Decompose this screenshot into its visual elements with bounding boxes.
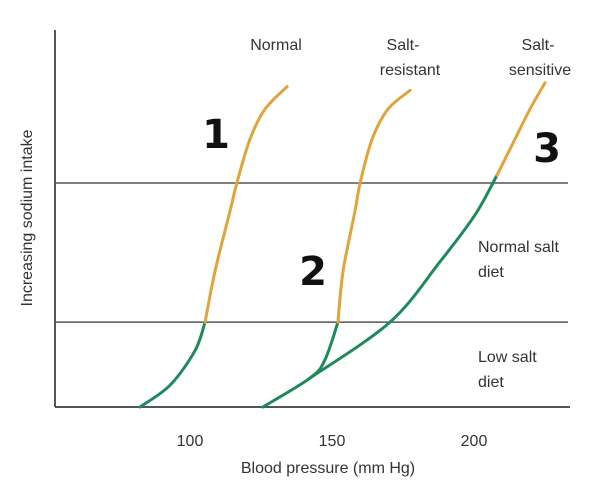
y-axis-label: Increasing sodium intake: [19, 129, 36, 306]
curve-number-3: 3: [533, 126, 561, 172]
x-tick-label: 100: [177, 433, 204, 450]
curve-number-1: 1: [202, 112, 230, 158]
curve-label-normal: Normal: [250, 37, 302, 54]
region-label-normal-salt-1: Normal salt: [478, 239, 559, 256]
x-tick-label: 200: [461, 433, 488, 450]
curve-salt-sensitive-normal-salt: [495, 81, 547, 177]
curve-number-2: 2: [299, 249, 327, 295]
curve-label-salt-sensitive-2: sensitive: [509, 62, 571, 79]
curve-label-salt-resistant-2: resistant: [380, 62, 441, 79]
curve-label-salt-sensitive-1: Salt-: [522, 37, 555, 54]
curve-normal-normal-salt: [203, 85, 289, 324]
x-tick-label: 150: [319, 433, 346, 450]
region-label-normal-salt-2: diet: [478, 264, 504, 281]
region-label-low-salt-2: diet: [478, 374, 504, 391]
curve-salt-resistant-normal-salt: [336, 88, 412, 324]
curve-salt-resistant-low-salt: [261, 320, 340, 409]
curve-label-salt-resistant-1: Salt-: [387, 37, 420, 54]
x-axis-label: Blood pressure (mm Hg): [241, 460, 415, 477]
curve-salt-sensitive-low-salt: [308, 173, 499, 380]
curve-normal-low-salt: [138, 320, 207, 409]
region-label-low-salt-1: Low salt: [478, 349, 537, 366]
